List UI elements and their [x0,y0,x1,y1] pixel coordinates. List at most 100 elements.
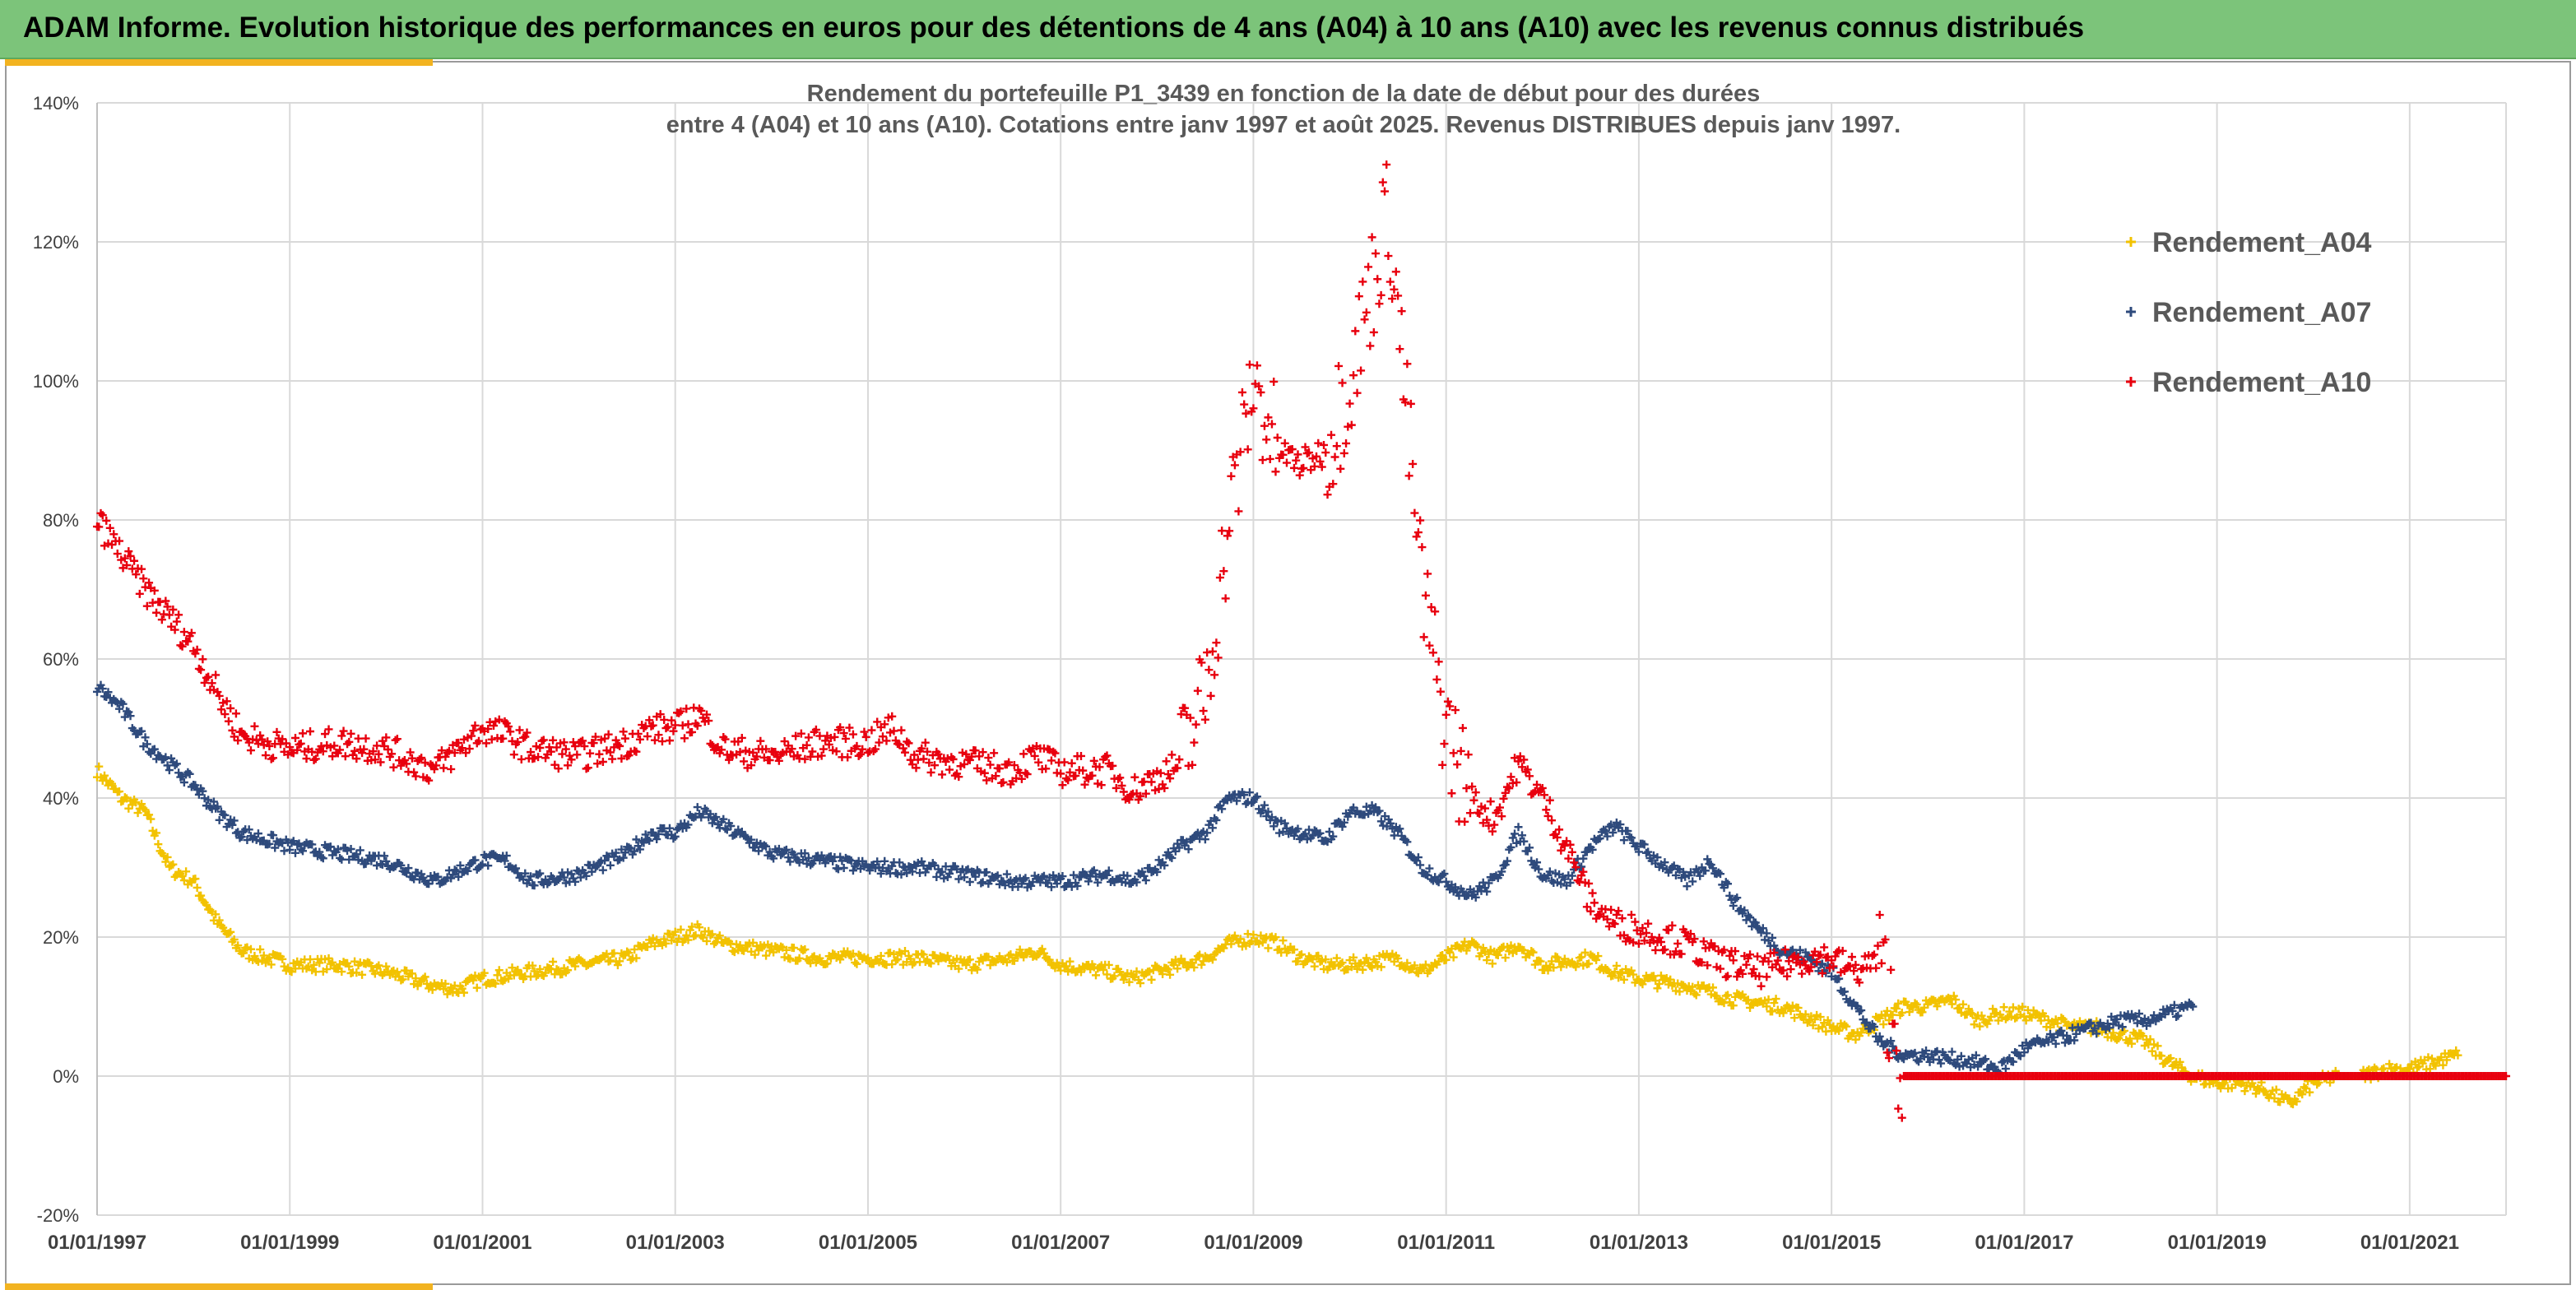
rendement-a04-point [1310,962,1319,971]
rendement-a10-point [504,722,513,731]
rendement-a10-point [598,757,607,766]
rendement-a10-point [817,751,826,760]
rendement-a07-point [237,833,246,842]
rendement-a10-point [1820,943,1829,952]
rendement-a07-point [1497,867,1506,876]
rendement-a07-point [397,861,406,870]
rendement-a10-point [991,772,1000,781]
rendement-a10-point [172,617,181,626]
rendement-a10-point [1553,833,1562,842]
rendement-a10-point [1894,1104,1903,1113]
chart-frame [5,61,2571,1285]
rendement-a07-point [1660,858,1669,867]
rendement-a10-point [1301,443,1310,452]
rendement-a07-point [137,726,146,735]
rendement-a10-point [1316,457,1325,466]
rendement-a07-point [456,861,465,870]
rendement-a04-point [2153,1042,2162,1051]
rendement-a04-point [848,949,857,958]
rendement-a10-point [1186,713,1195,722]
rendement-a07-point [559,873,569,882]
rendement-a07-point [693,803,702,812]
rendement-a10-point [682,704,691,713]
rendement-a10-point [1403,360,1412,369]
rendement-a04-point [1061,962,1070,971]
rendement-a04-point [1786,1006,1795,1015]
rendement-a04-point [1610,968,1619,977]
rendement-a10-point [1496,803,1504,812]
rendement-a04-point [1413,968,1423,977]
rendement-a10-point [1376,290,1385,299]
legend-label: Rendement_A04 [2152,227,2372,258]
rendement-a07-point [1203,828,1212,838]
rendement-a04-point [1367,963,1376,972]
rendement-a10-point [278,735,287,744]
rendement-a07-point [804,853,813,862]
rendement-a07-point [271,843,280,852]
rendement-a07-point [1511,829,1520,838]
rendement-a10-point [982,776,991,785]
rendement-a10-point [1102,751,1112,760]
rendement-a10-point [1381,187,1390,196]
rendement-a04-point [1729,1001,1738,1010]
rendement-a10-point [926,768,935,777]
rendement-a07-point [1888,1042,1897,1051]
rendement-a07-point [1049,870,1058,879]
rendement-a04-point [226,927,235,936]
rendement-a07-point [2063,1031,2072,1040]
rendement-a10-point [925,759,934,768]
rendement-a10-point [1548,816,1557,825]
rendement-a04-point [541,968,550,977]
rendement-a07-point [1153,867,1162,876]
rendement-a07-point [1758,924,1767,933]
rendement-a10-point [204,672,213,681]
rendement-a07-point [2086,1019,2096,1028]
rendement-a07-point [993,871,1002,880]
rendement-a04-point [1881,1011,1890,1020]
rendement-a10-point [1342,439,1351,448]
rendement-a10-point [1388,295,1397,304]
rendement-a10-point [115,536,124,545]
rendement-a10-point [811,725,820,734]
rendement-a04-point [108,779,117,788]
rendement-a04-point [1297,950,1306,959]
rendement-a04-point [95,762,104,771]
rendement-a10-point [995,764,1004,773]
rendement-a10-point [1375,299,1384,309]
rendement-a07-point [2135,1009,2144,1019]
rendement-a07-point [786,857,795,866]
rendement-a10-point [198,655,207,664]
accent-bar-bottom [5,1283,433,1290]
rendement-a04-point [1099,965,1107,974]
rendement-a10-point [697,706,706,715]
rendement-a07-point [355,846,364,855]
rendement-a10-point [1079,766,1088,775]
rendement-a10-point [549,735,558,745]
rendement-a10-point [345,737,354,746]
rendement-a04-point [161,857,170,866]
rendement-a10-point [1603,915,1612,924]
rendement-a04-point [1888,1010,1897,1019]
rendement-a10-point [1249,404,1258,413]
rendement-a10-point [678,721,687,730]
rendement-a10-point [1832,948,1841,957]
rendement-a07-point [1386,819,1395,828]
rendement-a04-point [1045,955,1054,964]
rendement-a04-point [407,969,416,978]
rendement-a10-point [1627,910,1636,919]
rendement-a04-point [606,956,615,965]
rendement-a04-point [215,916,224,925]
rendement-a04-point [211,910,220,919]
rendement-a04-point [571,962,580,971]
rendement-a10-point [740,757,749,766]
rendement-a10-point [1265,454,1274,463]
rendement-a10-point [1812,958,1822,967]
rendement-a07-point [1167,853,1177,862]
rendement-a07-point [1139,871,1149,880]
rendement-a07-point [1200,835,1209,844]
rendement-a10-point [1314,439,1323,448]
rendement-a07-point [1483,887,1492,896]
rendement-a10-point [1382,160,1391,169]
rendement-a07-point [521,869,530,878]
rendement-a10-point [1353,388,1362,397]
